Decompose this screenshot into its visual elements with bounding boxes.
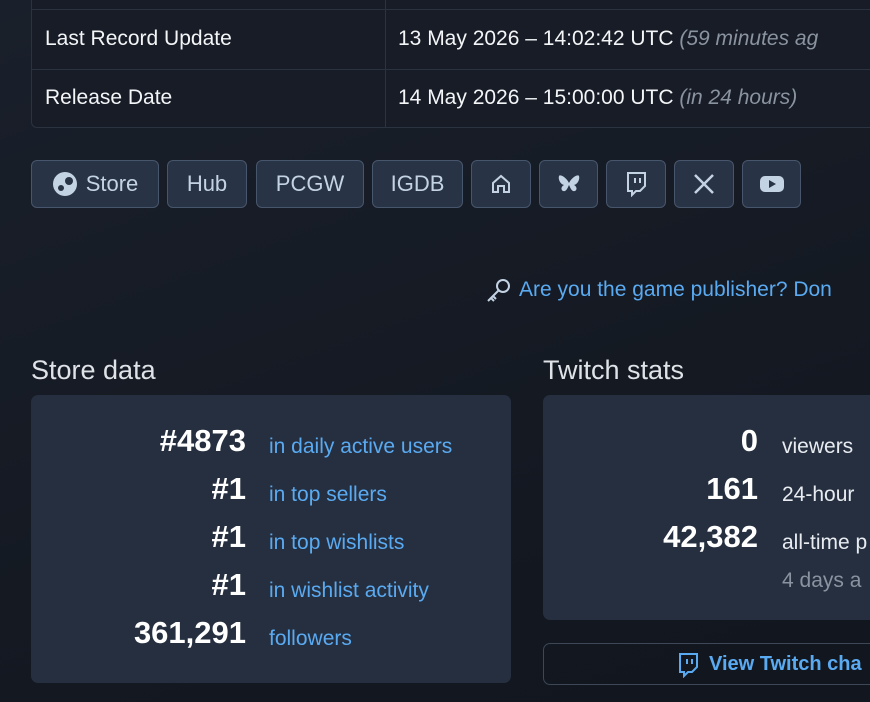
stat-label: all-time p (782, 531, 868, 554)
twitch-channel-button[interactable]: View Twitch cha (543, 643, 870, 685)
section-title: Store data (31, 355, 156, 385)
row-label: Last Record Update (45, 27, 232, 50)
stat-label: viewers (782, 435, 854, 458)
x-icon (694, 174, 714, 194)
stat-label: in top wishlists (269, 531, 405, 554)
stat-value: 0 (740, 423, 758, 458)
x-button[interactable] (674, 160, 734, 208)
stat-value: #1 (211, 471, 246, 506)
button-label: IGDB (390, 171, 445, 196)
store-data-card: #4873 in daily active users #1 in top selle… (31, 395, 511, 683)
button-label: Hub (186, 171, 228, 196)
stat-value: #4873 (159, 423, 246, 458)
section-title: Twitch stats (543, 355, 685, 385)
bluesky-icon (558, 175, 579, 192)
store-button[interactable]: Store (31, 160, 159, 208)
date: 13 May 2026 – 14:02:42 UTC (398, 27, 674, 50)
button-label: View Twitch cha (709, 653, 862, 675)
youtube-icon (759, 176, 784, 192)
bluesky-button[interactable] (539, 160, 598, 208)
stat-label: 24-hour (782, 483, 855, 506)
twitch-icon (679, 653, 698, 678)
stat-label: in top sellers (269, 483, 387, 506)
info-table: Last Record Update 13 May 2026 – 14:02:4… (31, 0, 870, 128)
date: 14 May 2026 – 15:00:00 UTC (398, 86, 674, 109)
stat-value: 42,382 (663, 519, 758, 554)
publisher-link[interactable]: Are you the game publisher? Don (519, 278, 832, 301)
row-label: Release Date (45, 86, 173, 109)
button-label: PCGW (275, 171, 345, 196)
relative-time: (in 24 hours) (679, 86, 798, 109)
row-value: 14 May 2026 – 15:00:00 UTC (in 24 hours) (398, 86, 797, 110)
stat-value: #1 (211, 519, 246, 554)
igdb-button[interactable]: IGDB (372, 160, 463, 208)
key-icon (487, 279, 510, 302)
stat-value: 161 (706, 471, 758, 506)
relative-time: (59 minutes ag (679, 27, 819, 50)
homepage-button[interactable] (471, 160, 531, 208)
row-value: 13 May 2026 – 14:02:42 UTC (59 minutes a… (398, 27, 818, 51)
home-icon (492, 174, 510, 193)
pcgw-button[interactable]: PCGW (256, 160, 364, 208)
twitch-stats-card: 0 viewers 161 24-hour 42,382 all-time p 4 days… (543, 395, 870, 620)
steam-icon (52, 172, 77, 196)
twitch-icon (627, 172, 646, 197)
youtube-button[interactable] (742, 160, 801, 208)
stat-label: in wishlist activity (269, 579, 429, 602)
stat-label: in daily active users (269, 435, 453, 458)
stat-label: followers (269, 627, 352, 650)
stat-value: 361,291 (133, 615, 246, 650)
twitch-button[interactable] (606, 160, 666, 208)
button-label: Store (85, 171, 139, 196)
stat-note: 4 days a (782, 569, 862, 592)
stat-value: #1 (211, 567, 246, 602)
hub-button[interactable]: Hub (167, 160, 247, 208)
